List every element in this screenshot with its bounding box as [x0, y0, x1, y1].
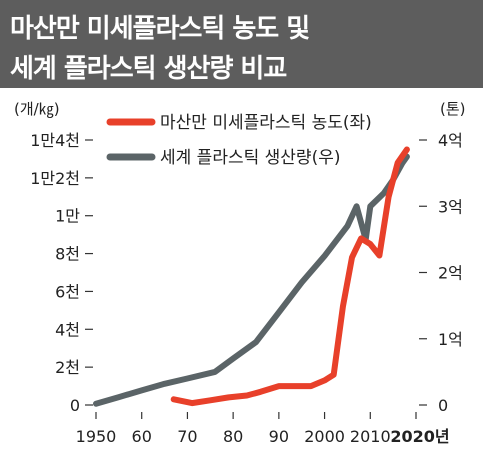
left-axis-tick-label: 0: [70, 396, 80, 415]
right-axis-tick-label: 0: [438, 396, 448, 415]
right-axis-tick-label: 4억: [438, 131, 463, 150]
legend-label: 세계 플라스틱 생산량(우): [160, 148, 340, 168]
series-line-production: [93, 153, 410, 407]
x-axis-tick-label: 70: [177, 427, 197, 446]
left-axis-tick-label: 1만4천: [30, 131, 80, 150]
x-axis-tick-label: 90: [269, 427, 289, 446]
title-banner: 마산만 미세플라스틱 농도 및 세계 플라스틱 생산량 비교: [0, 0, 483, 88]
left-axis-unit: (개/㎏): [14, 100, 60, 118]
left-axis-tick-label: 1만2천: [30, 169, 80, 188]
right-axis-tick-label: 1억: [438, 330, 463, 349]
x-axis-tick-label: 2000: [304, 427, 345, 446]
legend-label: 마산만 미세플라스틱 농도(좌): [160, 113, 372, 133]
axes: 0 2천 4천 6천 8천 1만 1만2천 1만4천 0 1억 2억 3억 4억 1950 60 70 80 90…: [30, 131, 463, 446]
right-axis-tick-label: 3억: [438, 197, 463, 216]
left-axis-tick-label: 1만: [55, 207, 80, 226]
series-layer: [93, 146, 410, 407]
left-axis-tick-label: 2천: [55, 358, 80, 377]
legend: 마산만 미세플라스틱 농도(좌) 세계 플라스틱 생산량(우): [106, 113, 372, 168]
right-axis-tick-label: 2억: [438, 264, 463, 283]
x-axis-tick-label: 2020년: [390, 427, 449, 446]
chart-title-line-1: 마산만 미세플라스틱 농도 및: [10, 14, 310, 44]
left-axis-tick-label: 6천: [55, 282, 80, 301]
right-axis-unit: (톤): [440, 100, 466, 118]
left-axis-tick-label: 4천: [55, 320, 80, 339]
chart-title-line-2: 세계 플라스틱 생산량 비교: [10, 54, 287, 84]
x-axis-tick-label: 1950: [76, 427, 117, 446]
left-axis-tick-label: 8천: [55, 245, 80, 264]
x-axis-tick-label: 2010: [350, 427, 391, 446]
x-axis-tick-label: 60: [132, 427, 152, 446]
x-axis-tick-label: 80: [223, 427, 243, 446]
series-line-concentration: [170, 146, 410, 407]
